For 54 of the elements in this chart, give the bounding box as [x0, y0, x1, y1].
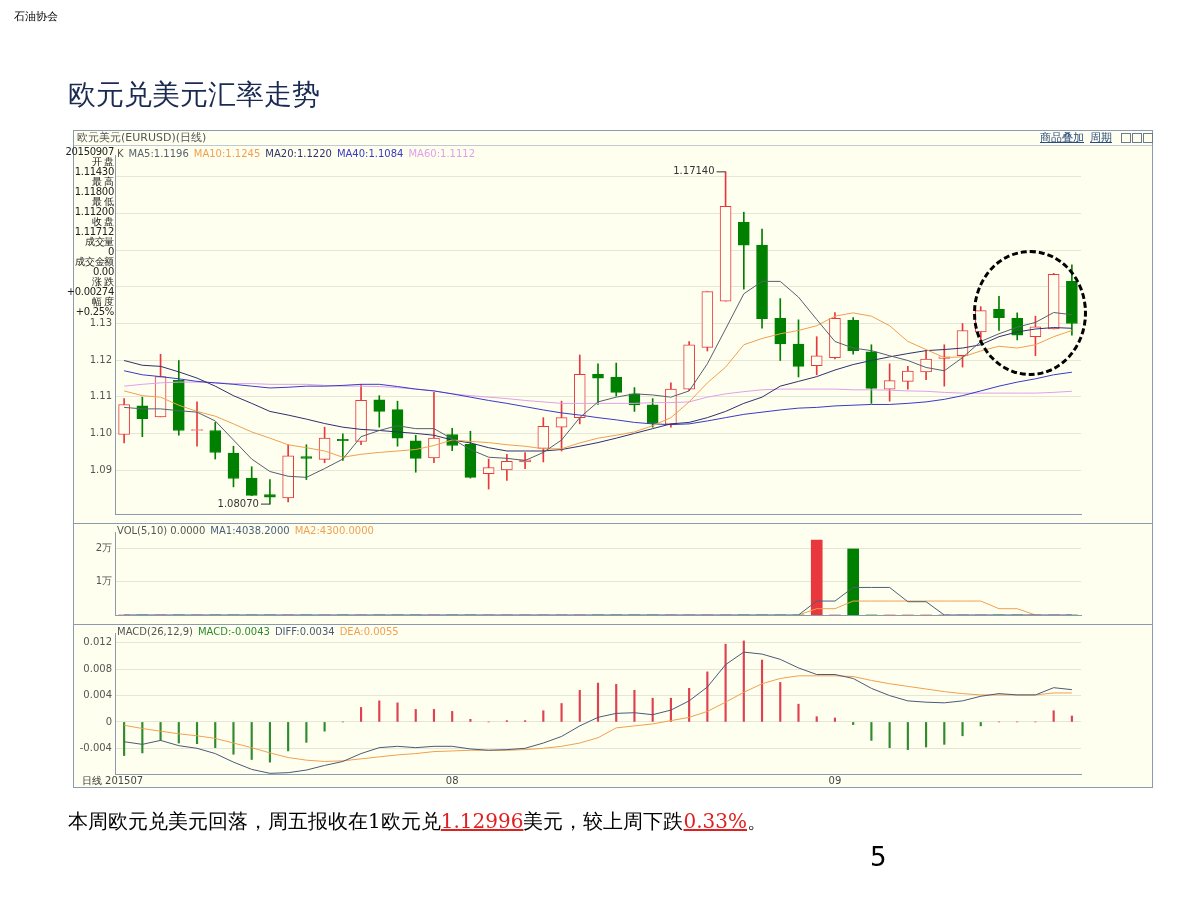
chart-title: 欧元兑美元汇率走势: [68, 77, 320, 113]
text: 1.11712: [73, 226, 114, 237]
text: 开 盘: [91, 156, 114, 167]
x-tick-label: 08: [445, 774, 459, 786]
text: DEA:0.0055: [339, 626, 399, 637]
text: 1.11200: [73, 206, 114, 217]
y-tick-label: 0: [105, 715, 112, 727]
text: 20150907: [64, 146, 114, 157]
text: MA10:1.1245: [193, 148, 261, 159]
y-tick-label: 0.008: [83, 662, 112, 674]
y-tick-label: 0.004: [83, 689, 112, 701]
text: 5: [870, 842, 887, 872]
legend-title: MACD(26,12,9): [117, 626, 193, 637]
y-tick-label: 1.11: [89, 390, 112, 402]
x-tick-label: 201507: [105, 774, 144, 786]
text: MA40:1.1084: [336, 148, 404, 159]
text: 成交量: [83, 236, 114, 247]
text: 成交金额: [74, 256, 114, 267]
text: 收 盘: [91, 216, 114, 227]
y-tick-label: 1.13: [89, 317, 112, 329]
text: 欧元美元(EURUSD)(日线): [77, 131, 207, 144]
text: 0.00: [92, 266, 114, 277]
y-tick-label: 1.09: [89, 463, 112, 475]
text: 商品叠加: [1040, 131, 1084, 144]
text: 最 高: [91, 176, 114, 187]
y-tick-label: -0.004: [79, 741, 112, 753]
text: MA2:4300.0000: [294, 525, 374, 536]
legend-title: K: [117, 148, 124, 159]
x-axis-title: 日线: [82, 775, 102, 787]
y-tick-label: 1万: [95, 575, 112, 587]
text: 石油协会: [14, 9, 58, 24]
y-tick-label: 0.012: [83, 636, 112, 648]
y-tick-label: 1.12: [89, 353, 112, 365]
text: MACD:-0.0043: [197, 626, 270, 637]
y-tick-label: 2万: [95, 542, 112, 554]
text: 最 低: [91, 196, 114, 207]
annotation: 1.08070: [217, 497, 259, 509]
text: 涨 跌: [91, 276, 114, 287]
text: 1.11430: [73, 166, 114, 177]
text: +0.25%: [74, 306, 114, 317]
text: MA1:4038.2000: [210, 525, 290, 536]
text: MA5:1.1196: [128, 148, 189, 159]
text: MA60:1.1112: [408, 148, 476, 159]
annotation: 1.17140: [673, 165, 715, 177]
text: 周期: [1090, 131, 1112, 144]
text: 幅 度: [91, 296, 114, 307]
legend-title: VOL(5,10) 0.0000: [117, 525, 206, 536]
x-tick-label: 09: [828, 774, 842, 786]
text: +0.00274: [65, 286, 114, 297]
y-tick-label: 1.10: [89, 427, 112, 438]
text: 本周欧元兑美元回落，周五报收在1欧元兑1.12996美元，较上周下跌0.33%。: [68, 809, 767, 833]
text: MA20:1.1220: [265, 148, 332, 159]
text: 1.11800: [73, 186, 114, 197]
text: DIFF:0.0034: [274, 626, 335, 637]
